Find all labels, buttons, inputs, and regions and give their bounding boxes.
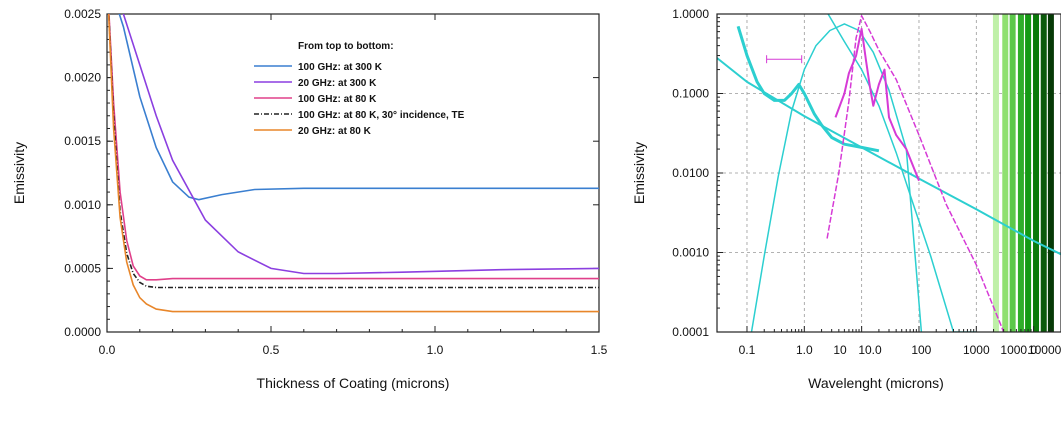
spectral-band-8: [1047, 14, 1054, 332]
left-y-tick-label: 0.0010: [64, 198, 101, 212]
left-x-tick-label: 0.0: [99, 343, 116, 357]
legend-title: From top to bottom:: [298, 41, 394, 52]
right-series-line-5: [834, 27, 920, 182]
left-legend: From top to bottom: 100 GHz: at 300 K 20…: [254, 41, 465, 137]
right-xlabel: Wavelenght (microns): [808, 375, 944, 391]
right-ylabel: Emissivity: [631, 142, 647, 204]
left-y-tick-label: 0.0015: [64, 134, 101, 148]
right-y-tick-label: 0.0001: [672, 325, 709, 339]
left-series-line-1: [118, 14, 599, 201]
legend-label-4: 100 GHz: at 80 K, 30° incidence, TE: [298, 110, 465, 121]
legend-label-5: 20 GHz: at 80 K: [298, 126, 372, 137]
legend-label-3: 100 GHz: at 80 K: [298, 94, 377, 105]
right-x-tick-label: 10.0: [858, 343, 882, 357]
left-x-tick-label: 1.5: [591, 343, 608, 357]
left-y-tick-label: 0.0025: [64, 7, 101, 21]
right-plot-frame: [716, 13, 1061, 333]
right-x-tick-label: 1000: [963, 343, 990, 357]
left-plot-frame: [106, 13, 600, 333]
right-chart: Emissivity Wavelenght (microns) 0.1 1.0 10…: [631, 7, 1061, 391]
right-y-tick-label: 1.0000: [672, 7, 709, 21]
left-series-line-3: [108, 14, 599, 281]
legend-label-1: 100 GHz: at 300 K: [298, 62, 383, 73]
spectral-band-3: [1009, 14, 1016, 332]
right-x-tick-label: 10: [833, 343, 847, 357]
left-x-tick-label: 0.5: [263, 343, 280, 357]
left-series-line-5: [107, 14, 599, 313]
left-x-tick-label: 1.0: [427, 343, 444, 357]
right-x-tick-label: 0.1: [739, 343, 756, 357]
spectral-band-4: [1017, 14, 1024, 332]
right-series-line-3: [827, 14, 977, 332]
left-xlabel: Thickness of Coating (microns): [257, 375, 450, 391]
right-series-line-2: [750, 23, 923, 332]
right-x-tick-label: 1000.0: [1000, 343, 1037, 357]
right-series-line-1: [717, 57, 1061, 256]
left-y-tick-label: 0.0000: [64, 325, 101, 339]
legend-label-2: 20 GHz: at 300 K: [298, 78, 377, 89]
right-x-tick-label: 100: [911, 343, 931, 357]
spectral-band-5: [1025, 14, 1032, 332]
right-y-tick-label: 0.1000: [672, 87, 709, 101]
left-ylabel: Emissivity: [11, 142, 27, 204]
left-chart: Emissivity Thickness of Coating (microns…: [11, 7, 608, 391]
left-y-tick-label: 0.0005: [64, 261, 101, 275]
right-series-line-4: [736, 25, 880, 153]
left-y-tick-label: 0.0020: [64, 71, 101, 85]
spectral-band-1: [992, 14, 999, 332]
right-x-tick-label: 10000.0: [1028, 343, 1061, 357]
spectral-band-7: [1040, 14, 1047, 332]
spectral-band-2: [1002, 14, 1009, 332]
left-series-line-2: [122, 14, 599, 275]
left-series-line-4: [107, 14, 599, 289]
right-x-tick-label: 1.0: [796, 343, 813, 357]
right-y-tick-label: 0.0100: [672, 166, 709, 180]
spectral-band-6: [1033, 14, 1040, 332]
right-series-line-6: [826, 15, 1005, 332]
right-y-tick-label: 0.0010: [672, 246, 709, 260]
